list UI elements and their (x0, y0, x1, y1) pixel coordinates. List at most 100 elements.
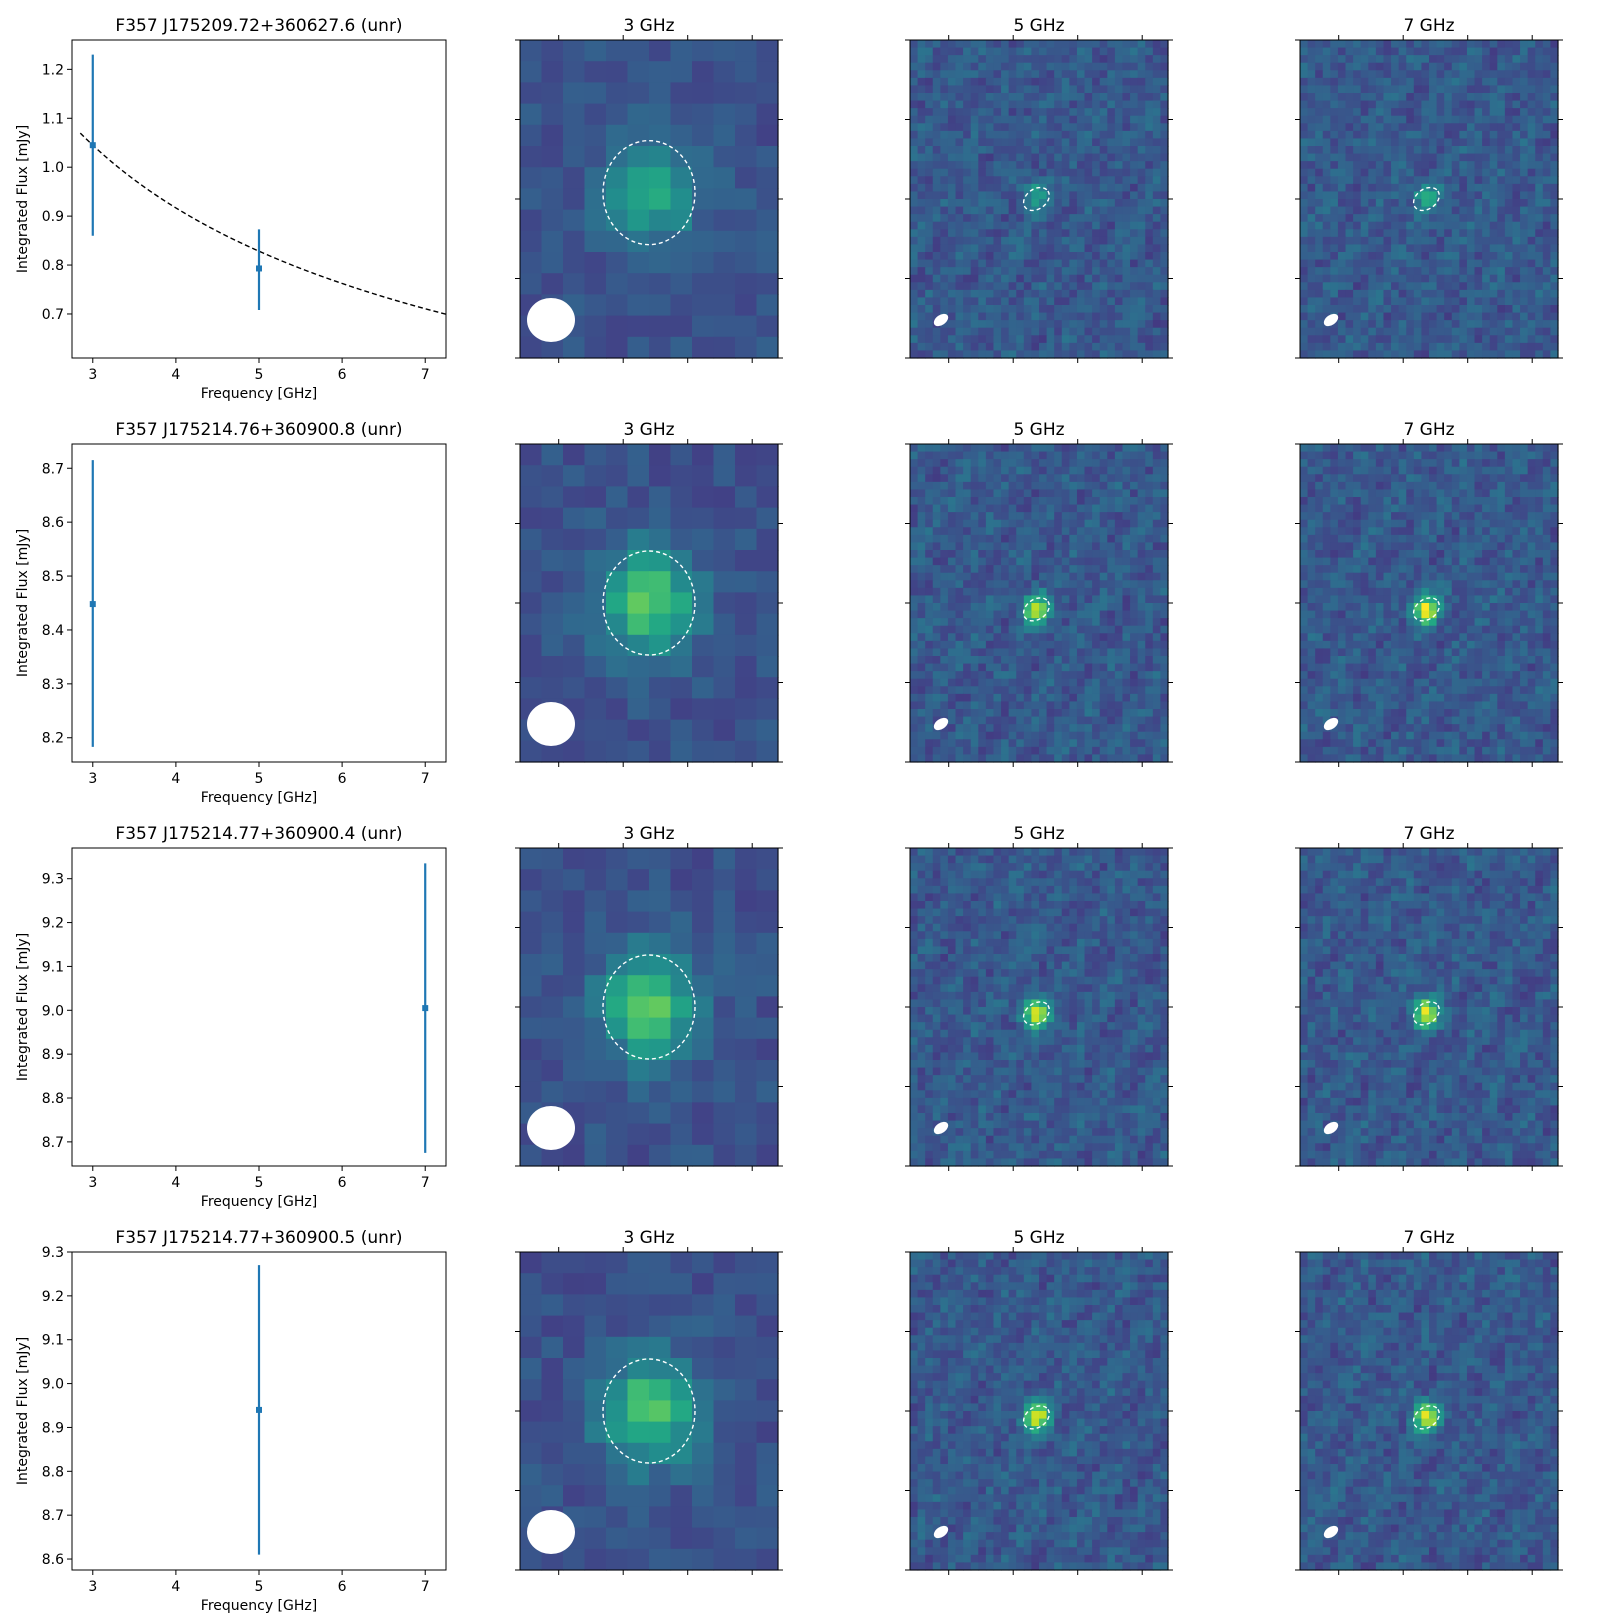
source-contour (602, 954, 696, 1060)
x-tick-label: 5 (255, 1579, 264, 1595)
image-panel-7-ghz-row-2: 7 GHz (1295, 420, 1563, 767)
image-panel-5-ghz-row-4: 5 GHz (905, 1228, 1173, 1575)
y-tick-label: 8.7 (42, 1508, 64, 1524)
image-ticks (905, 843, 1173, 1171)
beam-ellipse (1323, 1121, 1339, 1135)
image-pixels (1300, 40, 1559, 359)
x-tick-label: 4 (171, 771, 180, 787)
image-title: 3 GHz (623, 824, 674, 844)
beam-ellipse (1323, 717, 1339, 731)
image-pixels (520, 40, 779, 359)
y-tick-label: 1.0 (42, 160, 64, 176)
y-tick-label: 9.1 (42, 959, 64, 975)
y-tick-label: 9.0 (42, 1003, 64, 1019)
x-tick-label: 3 (88, 771, 97, 787)
y-tick-label: 8.8 (42, 1464, 64, 1480)
x-tick-label: 7 (421, 771, 430, 787)
y-tick-label: 9.1 (42, 1333, 64, 1349)
plot-frame (71, 443, 447, 763)
y-tick-label: 0.9 (42, 209, 64, 225)
image-ticks (1295, 35, 1563, 363)
y-tick-label: 8.7 (42, 461, 64, 477)
source-contour (1022, 1405, 1050, 1430)
y-tick-label: 8.2 (42, 731, 64, 747)
y-axis-label: Integrated Flux [mJy] (15, 933, 31, 1081)
image-pixels (910, 444, 1169, 763)
image-panel-3-ghz-row-2: 3 GHz (515, 420, 783, 767)
x-tick-label: 3 (88, 367, 97, 383)
image-pixels (520, 444, 779, 763)
beam-ellipse (527, 1106, 575, 1150)
image-panel-3-ghz-row-1: 3 GHz (515, 16, 783, 363)
image-ticks (1295, 843, 1563, 1171)
source-contour (1022, 1001, 1050, 1026)
x-tick-label: 4 (171, 1175, 180, 1191)
source-contour (602, 1358, 696, 1464)
source-contour (1412, 1001, 1440, 1026)
x-tick-label: 5 (255, 771, 264, 787)
x-tick-label: 6 (338, 1175, 347, 1191)
image-ticks (515, 1247, 783, 1575)
image-panel-5-ghz-row-2: 5 GHz (905, 420, 1173, 767)
y-tick-label: 9.0 (42, 1377, 64, 1393)
beam-ellipse (1323, 313, 1339, 327)
x-tick-label: 6 (338, 367, 347, 383)
y-tick-label: 0.8 (42, 258, 64, 274)
image-title: 7 GHz (1403, 824, 1454, 844)
image-title: 3 GHz (623, 1228, 674, 1248)
y-tick-label: 9.2 (42, 916, 64, 932)
y-tick-label: 0.7 (42, 307, 64, 323)
image-title: 5 GHz (1013, 420, 1064, 440)
source-contour (1412, 1405, 1440, 1430)
image-title: 5 GHz (1013, 1228, 1064, 1248)
x-tick-label: 7 (421, 1175, 430, 1191)
flux-plot-2: F357 J175214.76+360900.8 (unr) 3 4 5 6 7 8.2 8.… (15, 420, 447, 806)
flux-plot-3: F357 J175214.77+360900.4 (unr) 3 4 5 6 7 8.7 8.… (15, 824, 447, 1210)
image-panel-5-ghz-row-1: 5 GHz (905, 16, 1173, 363)
x-tick-label: 7 (421, 367, 430, 383)
image-panel-7-ghz-row-3: 7 GHz (1295, 824, 1563, 1171)
image-pixels (1300, 444, 1559, 763)
x-axis-label: Frequency [GHz] (201, 1598, 317, 1614)
source-contour (1022, 597, 1050, 622)
beam-ellipse (1323, 1525, 1339, 1539)
y-tick-label: 9.2 (42, 1289, 64, 1305)
data-point (89, 142, 96, 149)
y-tick-label: 8.3 (42, 677, 64, 693)
source-contour (1022, 186, 1050, 212)
image-pixels (910, 40, 1169, 359)
data-point (256, 1406, 262, 1413)
image-panel-3-ghz-row-4: 3 GHz (515, 1228, 783, 1575)
y-tick-label: 8.7 (42, 1135, 64, 1151)
source-contour (1412, 186, 1440, 212)
y-axis-label: Integrated Flux [mJy] (15, 529, 31, 677)
y-tick-label: 9.3 (42, 872, 64, 888)
plot-title: F357 J175214.76+360900.8 (unr) (115, 420, 402, 440)
y-tick-label: 8.8 (42, 1091, 64, 1107)
image-ticks (515, 439, 783, 767)
y-tick-label: 1.1 (42, 111, 64, 127)
image-title: 3 GHz (623, 420, 674, 440)
beam-ellipse (527, 702, 575, 746)
x-tick-label: 7 (421, 1579, 430, 1595)
x-axis-label: Frequency [GHz] (201, 386, 317, 402)
image-title: 7 GHz (1403, 16, 1454, 36)
beam-ellipse (527, 298, 575, 342)
image-pixels (910, 848, 1169, 1167)
image-pixels (1300, 1252, 1559, 1571)
source-contour (602, 139, 696, 246)
y-tick-label: 8.6 (42, 1552, 64, 1568)
y-tick-label: 8.5 (42, 569, 64, 585)
flux-plot-1: F357 J175209.72+360627.6 (unr) 3 4 5 6 7 0.7 0.… (15, 16, 447, 402)
image-title: 7 GHz (1403, 1228, 1454, 1248)
source-contour (602, 550, 696, 656)
image-ticks (905, 1247, 1173, 1575)
image-pixels (910, 1252, 1169, 1571)
y-axis-label: Integrated Flux [mJy] (15, 1337, 31, 1485)
plot-title: F357 J175209.72+360627.6 (unr) (115, 16, 402, 36)
image-ticks (905, 35, 1173, 363)
beam-ellipse (527, 1510, 575, 1554)
y-tick-label: 8.9 (42, 1420, 64, 1436)
image-pixels (520, 1252, 779, 1571)
